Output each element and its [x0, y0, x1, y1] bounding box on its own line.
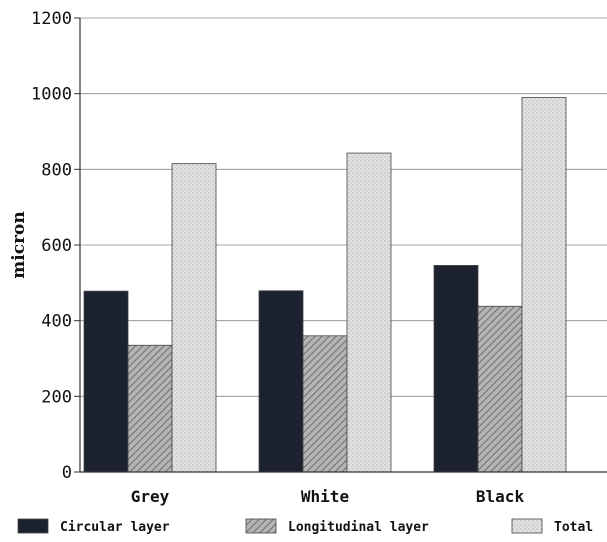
legend-swatch [245, 518, 277, 534]
bar-white-total [346, 152, 392, 473]
bar-black-longitudinal-layer [477, 305, 523, 473]
bar-grey-longitudinal-layer [127, 344, 173, 473]
bar-grey-circular-layer [83, 290, 129, 473]
bar-grey-total [171, 163, 217, 473]
y-axis-title: micron [9, 211, 29, 278]
bar-black-circular-layer [433, 265, 479, 473]
legend-label: Total [554, 520, 593, 535]
legend: Circular layer Longitudinal layer Total [17, 518, 593, 535]
x-category-label: Grey [131, 487, 170, 506]
category-labels: Grey White Black [131, 487, 525, 506]
y-tick-labels: 0 200 400 600 800 1000 1200 [31, 9, 80, 483]
x-category-label: Black [476, 487, 525, 506]
x-category-label: White [301, 487, 349, 506]
y-tick-label: 200 [41, 387, 72, 407]
bar-black-total [521, 97, 567, 473]
y-tick-label: 0 [62, 463, 72, 483]
y-tick-label: 800 [41, 160, 72, 180]
legend-label: Circular layer [60, 520, 170, 535]
legend-swatch [17, 518, 49, 534]
y-tick-label: 1000 [31, 85, 72, 105]
bar-white-longitudinal-layer [302, 335, 348, 473]
legend-label: Longitudinal layer [288, 520, 429, 535]
y-tick-label: 1200 [31, 9, 72, 29]
bar-white-circular-layer [258, 290, 304, 473]
y-tick-label: 400 [41, 312, 72, 332]
bars [83, 97, 567, 473]
y-tick-label: 600 [41, 236, 72, 256]
legend-swatch [511, 518, 543, 534]
